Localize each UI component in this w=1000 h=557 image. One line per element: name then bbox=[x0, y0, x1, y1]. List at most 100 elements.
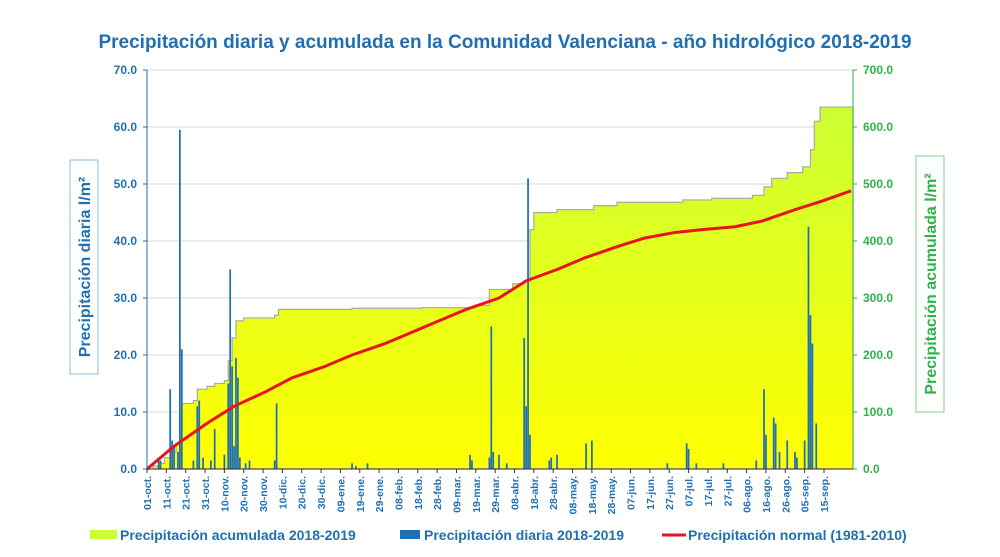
daily-bar bbox=[237, 377, 239, 469]
x-tick-label: 19-mar. bbox=[471, 476, 483, 513]
y-left-tick-label: 20.0 bbox=[114, 348, 138, 362]
right-axis-title: Precipitación acumulada l/m² bbox=[923, 173, 940, 394]
x-tick-label: 18-abr. bbox=[529, 476, 541, 510]
daily-bar bbox=[591, 440, 593, 469]
daily-bar bbox=[223, 454, 226, 469]
daily-bar bbox=[687, 449, 690, 469]
daily-bar bbox=[209, 460, 212, 469]
daily-bar bbox=[765, 434, 767, 469]
legend-swatch-acumulada bbox=[90, 530, 117, 539]
x-tick-label: 27-jun. bbox=[664, 476, 676, 510]
daily-bars-layer bbox=[157, 129, 818, 470]
axes-layer bbox=[146, 70, 854, 470]
daily-bar bbox=[273, 460, 276, 469]
y-right-tick-label: 500.0 bbox=[863, 177, 893, 191]
daily-bar bbox=[202, 457, 204, 469]
x-tick-label: 05-sep. bbox=[800, 476, 812, 512]
left-axis-title-frame bbox=[69, 159, 99, 375]
x-tick-label: 28-may. bbox=[606, 476, 618, 514]
x-tick-label: 21-oct. bbox=[181, 476, 193, 510]
daily-bar bbox=[177, 451, 179, 469]
y-left-tick-label: 0.0 bbox=[120, 462, 137, 476]
daily-bar bbox=[695, 463, 698, 469]
x-tick-label: 09-mar. bbox=[451, 476, 463, 513]
daily-bar bbox=[550, 457, 553, 469]
y-right-tick-label: 200.0 bbox=[863, 348, 893, 362]
x-tick-label: 29-ene. bbox=[374, 476, 386, 512]
x-tick-label: 06-ago. bbox=[742, 476, 754, 513]
y-left-tick-label: 50.0 bbox=[114, 177, 138, 191]
daily-bar bbox=[505, 463, 508, 469]
x-tick-label: 30-nov. bbox=[258, 476, 270, 512]
x-tick-label: 11-oct. bbox=[161, 476, 173, 509]
daily-bar bbox=[244, 463, 247, 469]
y-left-tick-label: 60.0 bbox=[114, 120, 138, 134]
x-tick-label: 08-may. bbox=[568, 476, 580, 514]
y-right-tick-label: 400.0 bbox=[863, 234, 893, 248]
x-tick-label: 18-feb. bbox=[413, 476, 425, 510]
daily-bar bbox=[755, 460, 758, 469]
x-tick-label: 07-jun. bbox=[626, 476, 638, 510]
daily-bar bbox=[807, 226, 810, 469]
daily-bar bbox=[794, 451, 796, 469]
right-axis-title-frame bbox=[915, 155, 945, 413]
right-axis-ticks: 0.0 100.0 200.0 300.0 400.0 500.0 600.0 700.0 bbox=[853, 63, 893, 476]
daily-bar bbox=[809, 315, 812, 469]
chart-title: Precipitación diaria y acumulada en la C… bbox=[98, 32, 911, 53]
x-tick-label: 19-ene. bbox=[355, 476, 367, 512]
y-right-tick-label: 700.0 bbox=[863, 63, 893, 77]
legend-label-normal: Precipitación normal (1981-2010) bbox=[688, 527, 907, 543]
daily-bar bbox=[811, 343, 814, 469]
daily-bar bbox=[803, 440, 806, 469]
y-left-tick-label: 30.0 bbox=[114, 291, 138, 305]
y-right-tick-label: 300.0 bbox=[863, 291, 893, 305]
legend-swatch-diaria bbox=[400, 530, 420, 539]
daily-bar bbox=[774, 423, 777, 469]
x-tick-label: 08-feb. bbox=[393, 476, 405, 510]
x-tick-label: 30-dic. bbox=[316, 476, 328, 509]
x-tick-label: 31-oct. bbox=[200, 476, 212, 510]
x-tick-label: 10-nov. bbox=[219, 476, 231, 512]
daily-bar bbox=[763, 389, 765, 469]
daily-bar bbox=[498, 454, 500, 469]
x-tick-label: 20-nov. bbox=[239, 476, 251, 512]
y-left-tick-label: 70.0 bbox=[114, 63, 138, 77]
daily-bar bbox=[198, 400, 201, 469]
daily-bar bbox=[527, 178, 529, 470]
daily-bar bbox=[227, 383, 230, 469]
daily-bar bbox=[275, 403, 278, 469]
daily-bar bbox=[523, 337, 526, 469]
legend-label-diaria: Precipitación diaria 2018-2019 bbox=[424, 527, 624, 543]
y-right-tick-label: 0.0 bbox=[863, 462, 880, 476]
x-tick-label: 27-jul. bbox=[722, 476, 734, 506]
daily-bar bbox=[796, 457, 798, 469]
x-tick-label: 20-dic. bbox=[297, 476, 309, 509]
daily-bar bbox=[471, 460, 473, 469]
daily-bar bbox=[169, 389, 172, 469]
x-tick-label: 07-jul. bbox=[684, 476, 696, 506]
left-axis-ticks: 0.0 10.0 20.0 30.0 40.0 50.0 60.0 70.0 bbox=[114, 63, 147, 476]
daily-bar bbox=[229, 269, 232, 469]
daily-bar bbox=[585, 443, 587, 469]
x-tick-label: 10-dic. bbox=[277, 476, 289, 509]
left-axis-title: Precipitación diaria l/m² bbox=[77, 177, 94, 358]
daily-bar bbox=[231, 366, 233, 469]
daily-bar bbox=[173, 446, 175, 469]
accumulated-area bbox=[147, 106, 854, 470]
normal-line bbox=[146, 189, 852, 471]
daily-bar bbox=[171, 440, 174, 469]
daily-bar bbox=[192, 460, 195, 469]
x-tick-label: 18-may. bbox=[587, 476, 599, 514]
accumulated-area-layer bbox=[147, 106, 854, 470]
x-tick-label: 09-ene. bbox=[335, 476, 347, 512]
daily-bar bbox=[179, 129, 181, 469]
y-right-tick-label: 600.0 bbox=[863, 120, 893, 134]
right-axis-title-box: Precipitación acumulada l/m² bbox=[915, 155, 945, 413]
daily-bar bbox=[490, 326, 493, 469]
daily-bar bbox=[548, 460, 551, 469]
daily-bar bbox=[196, 406, 199, 469]
daily-bar bbox=[180, 349, 183, 469]
daily-bar bbox=[772, 417, 775, 469]
daily-bar bbox=[488, 457, 491, 469]
